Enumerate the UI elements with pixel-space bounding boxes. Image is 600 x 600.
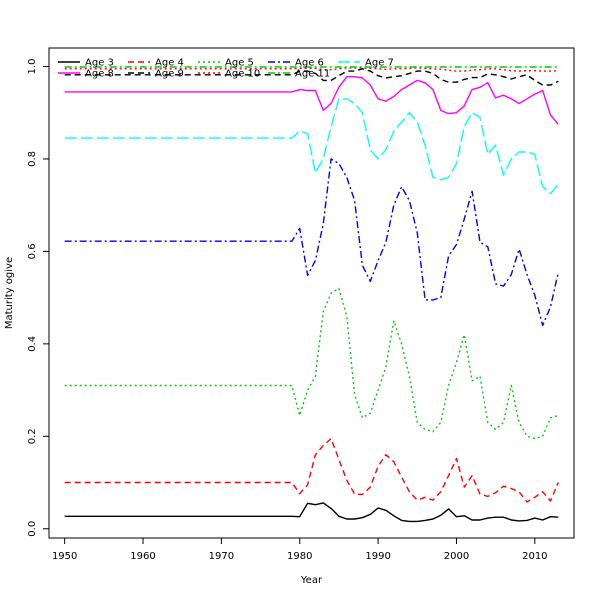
legend-label: Age 8 bbox=[85, 69, 114, 80]
x-tick-label: 2000 bbox=[444, 551, 469, 562]
x-tick-label: 2010 bbox=[522, 551, 547, 562]
legend-label: Age 7 bbox=[365, 58, 394, 69]
y-axis-label: Maturity ogive bbox=[4, 257, 15, 329]
legend: Age 3 Age 4 Age 5 Age 6 Age 7 Age 8 Age 9 Age 1… bbox=[58, 58, 394, 80]
x-tick-label: 1950 bbox=[52, 551, 77, 562]
series-line-age-5 bbox=[64, 287, 559, 440]
series-line-age-7 bbox=[64, 98, 559, 195]
legend-label: Age 5 bbox=[225, 58, 254, 69]
y-tick-label: 0.4 bbox=[27, 336, 38, 352]
series-line-age-3 bbox=[64, 502, 559, 523]
series-line-age-6 bbox=[64, 158, 559, 327]
x-tick-label: 1970 bbox=[209, 551, 234, 562]
legend-label: Age 11 bbox=[295, 69, 330, 80]
x-tick-label: 1980 bbox=[287, 551, 312, 562]
y-axis: 0.0 0.2 0.4 0.6 0.8 1.0 bbox=[27, 59, 49, 537]
legend-label: Age 9 bbox=[155, 69, 184, 80]
series-line-age-8 bbox=[64, 75, 559, 125]
plot-frame bbox=[48, 47, 575, 539]
series-line-age-4 bbox=[64, 437, 559, 503]
x-axis: 1950 1960 1970 1980 1990 2000 2010 bbox=[52, 538, 548, 562]
y-tick-label: 0.6 bbox=[27, 243, 38, 259]
y-tick-label: 0.8 bbox=[27, 151, 38, 167]
series-line-age-10 bbox=[64, 67, 559, 72]
y-tick-label: 0.0 bbox=[27, 521, 38, 537]
legend-label: Age 10 bbox=[225, 69, 260, 80]
legend-label: Age 4 bbox=[155, 58, 184, 69]
x-tick-label: 1990 bbox=[365, 551, 390, 562]
legend-label: Age 3 bbox=[85, 58, 114, 69]
series-line-age-9 bbox=[64, 68, 559, 86]
x-tick-label: 1960 bbox=[130, 551, 155, 562]
x-axis-label: Year bbox=[300, 575, 323, 586]
series-layer bbox=[64, 66, 559, 523]
legend-label: Age 6 bbox=[295, 58, 324, 69]
y-tick-label: 1.0 bbox=[27, 59, 38, 75]
y-tick-label: 0.2 bbox=[27, 428, 38, 444]
